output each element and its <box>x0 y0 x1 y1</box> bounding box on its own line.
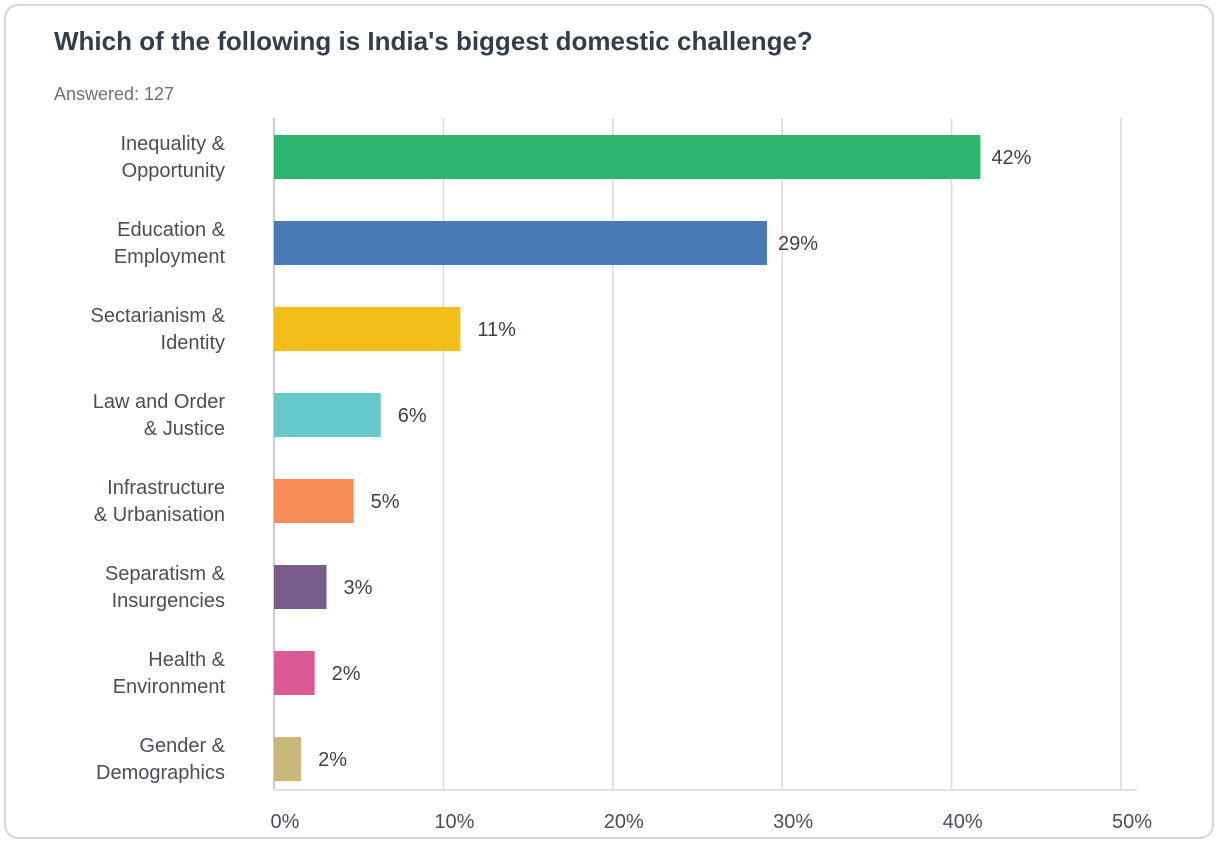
category-label-line: Education & <box>117 219 226 241</box>
gridlines <box>273 118 1137 791</box>
category-label: Sectarianism & Identity <box>91 305 226 354</box>
category-label: Infrastructure & Urbanisation <box>94 477 225 526</box>
data-label: 11% <box>477 319 516 341</box>
category-label: Law and Order & Justice <box>93 391 226 440</box>
category-label-line: Demographics <box>96 762 225 784</box>
bar <box>274 393 381 437</box>
category-label: Separatism & Insurgencies <box>105 563 226 612</box>
category-label-line: Inequality & <box>120 133 225 155</box>
bar <box>274 737 302 781</box>
category-label: Health & Environment <box>113 649 226 698</box>
bar <box>274 479 354 523</box>
category-label-line: Gender & <box>139 735 225 757</box>
category-label-line: Employment <box>114 246 226 268</box>
x-tick-label: 20% <box>604 811 644 833</box>
category-label-line: Identity <box>161 332 225 354</box>
data-label: 3% <box>344 577 373 599</box>
category-label-line: Environment <box>113 676 226 698</box>
bar <box>274 135 981 179</box>
data-label: 6% <box>398 405 427 427</box>
answered-count: Answered: 127 <box>54 84 175 104</box>
category-label-line: Law and Order <box>93 391 226 413</box>
category-label-line: Separatism & <box>105 563 226 585</box>
category-label: Education & Employment <box>114 219 226 268</box>
value-labels: 42% 29% 11% 6% 5% 3% 2% 2% <box>318 147 1032 771</box>
category-label: Inequality & Opportunity <box>120 133 225 182</box>
bar <box>274 221 767 265</box>
x-tick-label: 50% <box>1112 811 1152 833</box>
bar <box>274 651 315 695</box>
data-label: 29% <box>778 233 818 255</box>
data-label: 42% <box>991 147 1031 169</box>
bar <box>274 307 461 351</box>
data-label: 2% <box>332 663 361 685</box>
category-label-line: Insurgencies <box>112 590 225 612</box>
category-label-line: & Justice <box>144 418 225 440</box>
category-label-line: & Urbanisation <box>94 504 225 526</box>
category-label-line: Infrastructure <box>107 477 225 499</box>
category-label-line: Opportunity <box>122 160 225 182</box>
category-label-line: Health & <box>148 649 225 671</box>
chart-title: Which of the following is India's bigges… <box>54 26 813 56</box>
x-tick-label: 40% <box>943 811 983 833</box>
data-label: 2% <box>318 749 347 771</box>
bars <box>274 135 981 781</box>
category-label-line: Sectarianism & <box>91 305 226 327</box>
bar <box>274 565 327 609</box>
category-labels: Inequality & Opportunity Education & Employ… <box>91 133 226 784</box>
x-tick-label: 10% <box>434 811 474 833</box>
x-axis-ticks: 0% 10% 20% 30% 40% 50% <box>271 811 1153 833</box>
data-label: 5% <box>371 491 400 513</box>
category-label: Gender & Demographics <box>96 735 226 784</box>
x-tick-label: 0% <box>271 811 300 833</box>
x-tick-label: 30% <box>773 811 813 833</box>
